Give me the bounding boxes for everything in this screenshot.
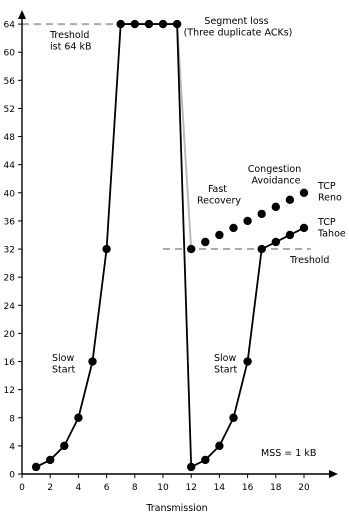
x-tick-label: 14 (214, 483, 226, 493)
y-tick-label: 48 (4, 133, 16, 143)
data-point (187, 244, 196, 254)
x-tick-label: 16 (242, 483, 254, 493)
x-tick-label: 10 (157, 483, 169, 493)
x-tick-label: 4 (76, 483, 82, 493)
x-tick-label: 8 (132, 483, 138, 493)
annotation-fast-recovery: Fast Recovery (197, 184, 241, 207)
x-tick-label: 6 (104, 483, 110, 493)
data-point (130, 19, 139, 29)
y-tick-label: 28 (4, 274, 16, 284)
data-point (60, 441, 69, 451)
annotations: Treshold ist 64 kB Segment loss (Three d… (49, 16, 346, 459)
series-line-0 (35, 23, 305, 468)
y-tick-label: 20 (4, 330, 16, 340)
y-tick-label: 16 (4, 358, 16, 368)
data-point (144, 19, 154, 29)
data-point (257, 209, 266, 219)
x-tick-label: 0 (19, 483, 25, 493)
annotation-treshold-64: Treshold ist 64 kB (49, 30, 92, 53)
data-point (299, 223, 309, 233)
y-tick-label: 8 (9, 414, 15, 424)
data-points (31, 19, 309, 472)
data-point (271, 237, 280, 247)
y-tick-label: 52 (4, 105, 15, 115)
fast-recovery-line (176, 24, 193, 250)
data-point (257, 244, 266, 254)
annotation-tcp-reno: TCP Reno (317, 181, 342, 204)
x-tick-label: 20 (298, 483, 310, 493)
y-tick-label: 32 (4, 246, 15, 256)
y-tick-label: 56 (4, 77, 16, 87)
data-point (285, 230, 295, 240)
data-point (271, 202, 280, 212)
annotation-congestion-avoidance: Congestion Avoidance (248, 164, 305, 187)
data-point (158, 19, 168, 29)
data-point (285, 195, 295, 205)
data-point (215, 441, 224, 451)
data-point (116, 19, 125, 29)
data-point (215, 230, 224, 240)
annotation-mss: MSS = 1 kB (261, 448, 316, 459)
y-tick-label: 36 (4, 217, 16, 227)
ticks: 0 2 4 6 8 10 12 14 16 18 2004812162024283236404448… (4, 21, 310, 493)
data-point (243, 216, 252, 226)
x-axis-label: Transmission (145, 503, 207, 514)
data-point (172, 19, 182, 29)
data-point (201, 237, 210, 247)
annotation-segment-loss: Segment loss (Three duplicate ACKs) (184, 16, 293, 39)
y-tick-label: 24 (4, 302, 16, 312)
data-point (201, 455, 210, 465)
x-tick-label: 2 (47, 483, 53, 493)
reference-lines (22, 23, 312, 251)
data-point (299, 188, 309, 197)
data-point (187, 462, 196, 472)
data-point (46, 455, 55, 465)
x-tick-label: 12 (185, 483, 196, 493)
y-tick-label: 44 (4, 161, 16, 171)
y-axis-arrowhead (18, 10, 26, 19)
x-axis-arrowhead (329, 470, 338, 478)
data-point (102, 244, 111, 254)
data-point (229, 223, 238, 233)
data-point (74, 413, 83, 422)
y-tick-label: 60 (4, 49, 16, 59)
annotation-tcp-tahoe: TCP Tahoe (317, 217, 346, 240)
y-tick-label: 40 (4, 189, 16, 199)
data-point (31, 462, 41, 472)
data-point (229, 413, 238, 422)
x-tick-label: 18 (270, 483, 282, 493)
y-tick-label: 4 (9, 442, 15, 452)
annotation-slow-start-2: Slow Start (214, 353, 239, 376)
data-point (88, 357, 97, 366)
data-point (243, 357, 252, 366)
annotation-slow-start-1: Slow Start (52, 353, 77, 376)
annotation-treshold-32: Treshold (289, 255, 329, 266)
y-tick-label: 12 (4, 386, 15, 396)
series (35, 23, 305, 468)
axes (18, 10, 338, 478)
y-tick-label: 0 (9, 471, 15, 481)
y-tick-label: 64 (4, 21, 16, 31)
